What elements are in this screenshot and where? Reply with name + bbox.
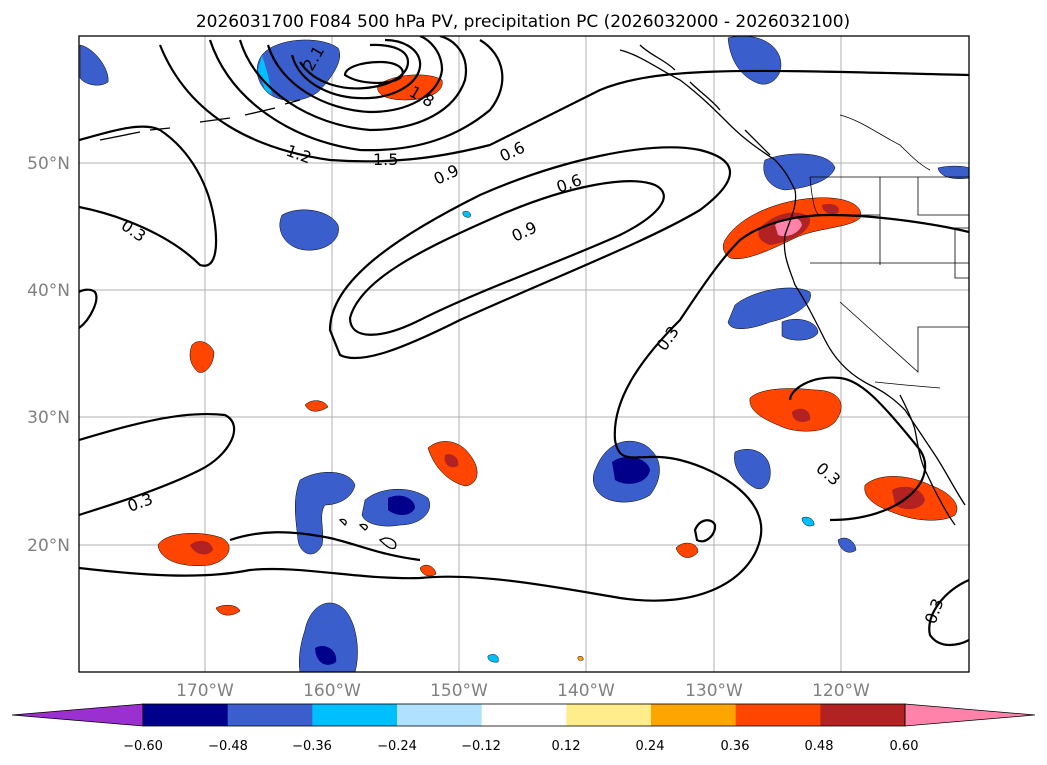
lon-label: 170°W xyxy=(176,681,234,701)
colorbar-tick: 0.12 xyxy=(552,739,581,754)
colorbar-segment xyxy=(566,704,652,726)
colorbar-tick: 0.36 xyxy=(721,739,750,754)
precip-negative-areas xyxy=(79,36,969,672)
contour-label: 1.5 xyxy=(373,150,398,169)
colorbar-tick: −0.24 xyxy=(377,739,417,754)
lat-label: 20°N xyxy=(27,536,70,556)
lon-label: 160°W xyxy=(303,681,361,701)
lat-label: 50°N xyxy=(27,154,70,174)
lon-label: 120°W xyxy=(812,681,870,701)
lat-label: 40°N xyxy=(27,281,70,301)
map-title: 2026031700 F084 500 hPa PV, precipitatio… xyxy=(196,12,850,32)
colorbar-segment xyxy=(735,704,821,726)
lon-label: 150°W xyxy=(430,681,488,701)
colorbar-tick: 0.24 xyxy=(636,739,665,754)
colorbar-extend-low xyxy=(11,703,144,727)
lon-label: 140°W xyxy=(557,681,615,701)
colorbar-tick: −0.36 xyxy=(292,739,332,754)
political-borders xyxy=(809,114,969,389)
lat-label: 30°N xyxy=(27,408,70,428)
colorbar-tick: −0.48 xyxy=(208,739,248,754)
latitude-axis: 50°N 40°N 30°N 20°N xyxy=(27,154,70,556)
colorbar-segment xyxy=(143,704,229,726)
colorbar-frame xyxy=(142,703,906,727)
colorbar: −0.60 −0.48 −0.36 −0.24 −0.12 0.12 0.24 … xyxy=(11,703,1036,754)
colorbar-extend-high xyxy=(904,703,1036,727)
colorbar-segment xyxy=(397,704,483,726)
colorbar-segment xyxy=(820,704,906,726)
colorbar-segment xyxy=(651,704,737,726)
lon-label: 130°W xyxy=(685,681,743,701)
longitude-axis: 170°W 160°W 150°W 140°W 130°W 120°W xyxy=(176,681,870,701)
colorbar-tick: −0.60 xyxy=(123,739,163,754)
colorbar-segments xyxy=(11,703,1036,727)
colorbar-ticks: −0.60 −0.48 −0.36 −0.24 −0.12 0.12 0.24 … xyxy=(123,739,918,754)
coastlines xyxy=(99,44,966,550)
colorbar-segment xyxy=(481,704,567,726)
colorbar-tick: −0.12 xyxy=(461,739,501,754)
colorbar-tick: 0.48 xyxy=(805,739,834,754)
pv-contours xyxy=(79,36,969,647)
map-frame xyxy=(78,35,970,673)
colorbar-tick: 0.60 xyxy=(890,739,919,754)
map-panel xyxy=(79,36,969,672)
colorbar-segment xyxy=(312,704,398,726)
colorbar-segment xyxy=(227,704,313,726)
